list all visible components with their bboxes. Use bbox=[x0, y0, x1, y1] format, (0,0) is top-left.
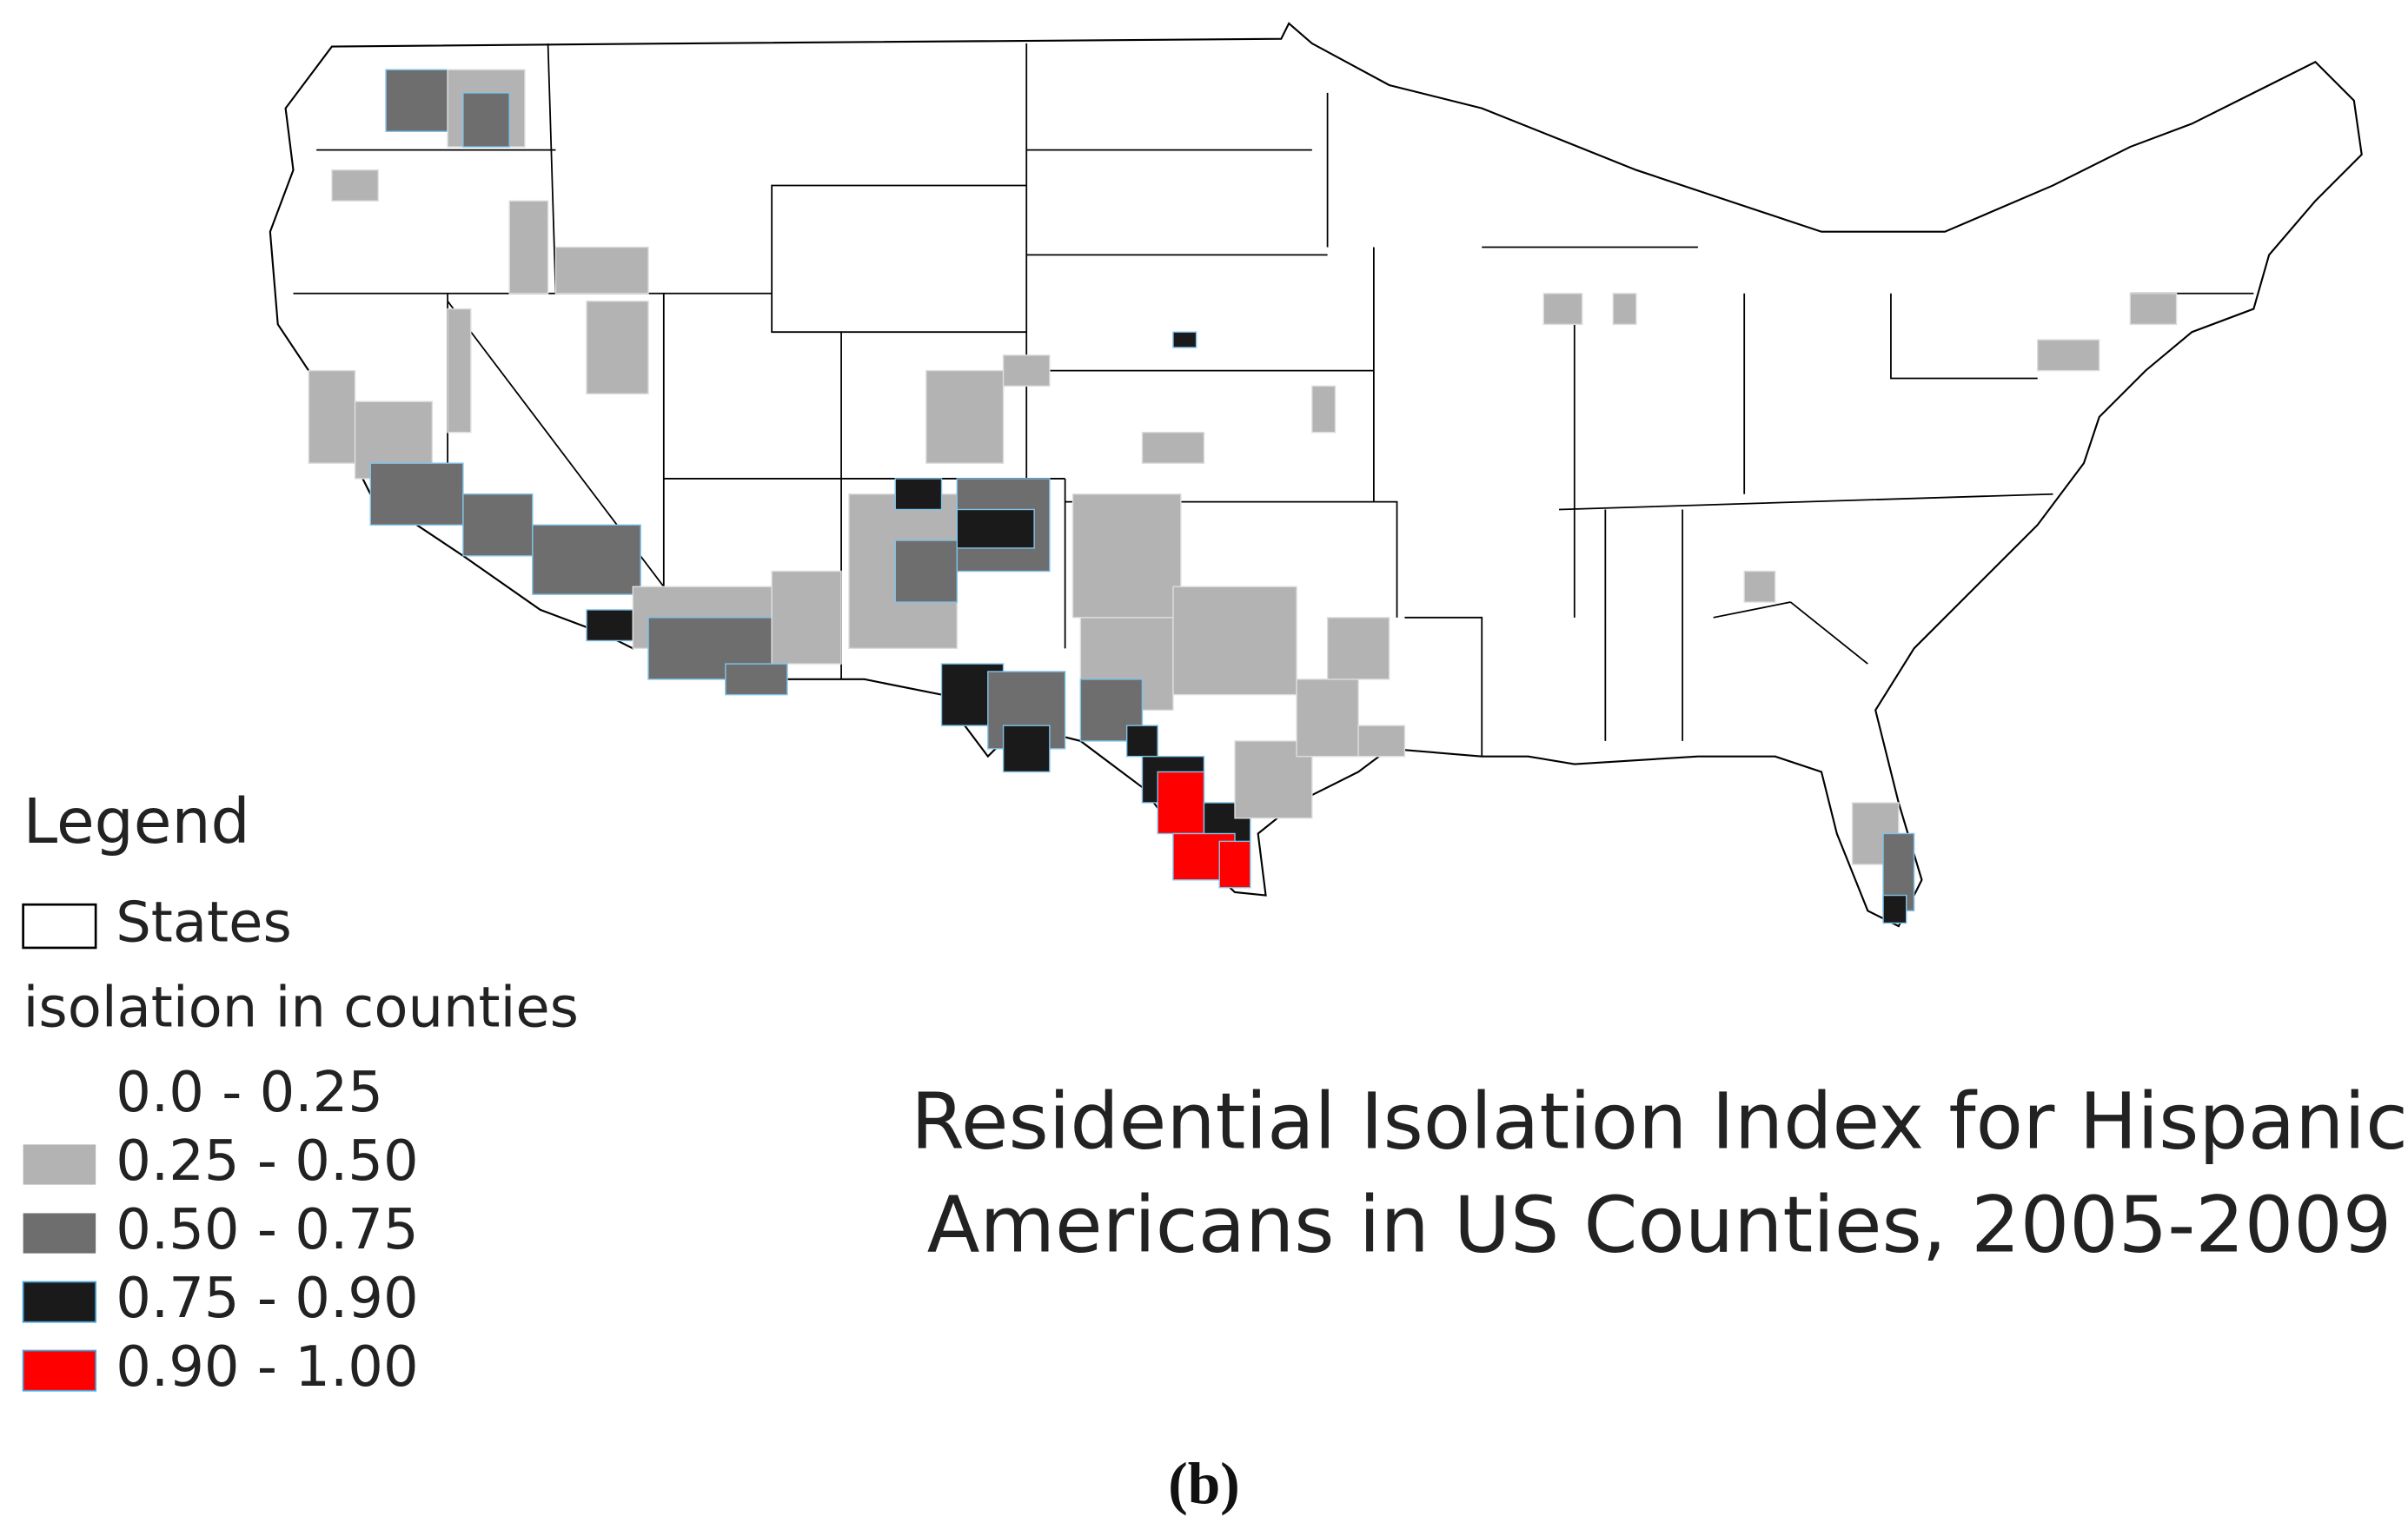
county-patch bbox=[1172, 331, 1197, 348]
county-patch bbox=[554, 246, 649, 295]
county-patch bbox=[586, 300, 649, 394]
title-line: Residential Isolation Index for Hispanic bbox=[911, 1076, 2408, 1166]
county-patch bbox=[771, 570, 842, 665]
title-line: Americans in US Counties, 2005-2009 bbox=[927, 1180, 2392, 1269]
county-patch bbox=[894, 478, 943, 511]
legend: States isolation in counties 0.0 - 0.250.2… bbox=[22, 891, 579, 1400]
county-patches bbox=[308, 69, 2178, 924]
county-patch bbox=[1311, 385, 1337, 434]
county-patch bbox=[1172, 586, 1297, 696]
county-patch bbox=[725, 663, 788, 696]
county-patch bbox=[369, 462, 464, 526]
county-patch bbox=[1357, 725, 1406, 758]
legend-label: 0.90 - 1.00 bbox=[116, 1335, 418, 1400]
county-patch bbox=[1218, 840, 1251, 889]
county-patch bbox=[447, 308, 472, 434]
legend-swatch bbox=[22, 1349, 97, 1392]
county-patch bbox=[1071, 493, 1182, 619]
legend-swatch bbox=[23, 1076, 96, 1116]
county-patch bbox=[508, 200, 549, 295]
us-outline bbox=[269, 22, 2363, 928]
us-map bbox=[269, 22, 2363, 928]
county-patch bbox=[1612, 293, 1637, 326]
legend-swatch bbox=[22, 903, 97, 950]
county-patch bbox=[331, 169, 379, 202]
county-patch bbox=[1002, 354, 1051, 387]
county-patch bbox=[1882, 894, 1907, 924]
legend-title: Legend bbox=[23, 785, 250, 857]
county-patch bbox=[308, 369, 356, 464]
county-patch bbox=[894, 540, 959, 603]
legend-label: States bbox=[116, 891, 292, 956]
caption: (b) bbox=[1168, 1451, 1239, 1516]
legend-label: 0.50 - 0.75 bbox=[116, 1198, 418, 1262]
county-patch bbox=[385, 69, 448, 132]
county-patch bbox=[462, 92, 510, 148]
county-patch bbox=[1141, 431, 1205, 464]
county-patch bbox=[1125, 725, 1158, 758]
county-patch bbox=[586, 609, 634, 642]
legend-label: 0.75 - 0.90 bbox=[116, 1267, 418, 1331]
county-patch bbox=[462, 493, 534, 557]
county-patch bbox=[1002, 725, 1051, 773]
county-patch bbox=[1296, 679, 1359, 758]
legend-swatch bbox=[22, 1281, 97, 1323]
county-patch bbox=[1157, 771, 1205, 835]
county-patch bbox=[2036, 339, 2100, 372]
legend-label: 0.0 - 0.25 bbox=[116, 1061, 383, 1125]
county-patch bbox=[1542, 293, 1583, 326]
county-patch bbox=[1743, 570, 1776, 603]
county-patch bbox=[2129, 293, 2178, 326]
county-patch bbox=[1326, 617, 1390, 680]
county-patch bbox=[956, 508, 1035, 549]
county-patch bbox=[925, 369, 1005, 464]
legend-label: 0.25 - 0.50 bbox=[116, 1129, 418, 1194]
legend-field: isolation in counties bbox=[23, 976, 579, 1040]
legend-swatch bbox=[23, 1213, 96, 1254]
legend-swatch bbox=[23, 1144, 96, 1185]
county-patch bbox=[532, 524, 641, 595]
